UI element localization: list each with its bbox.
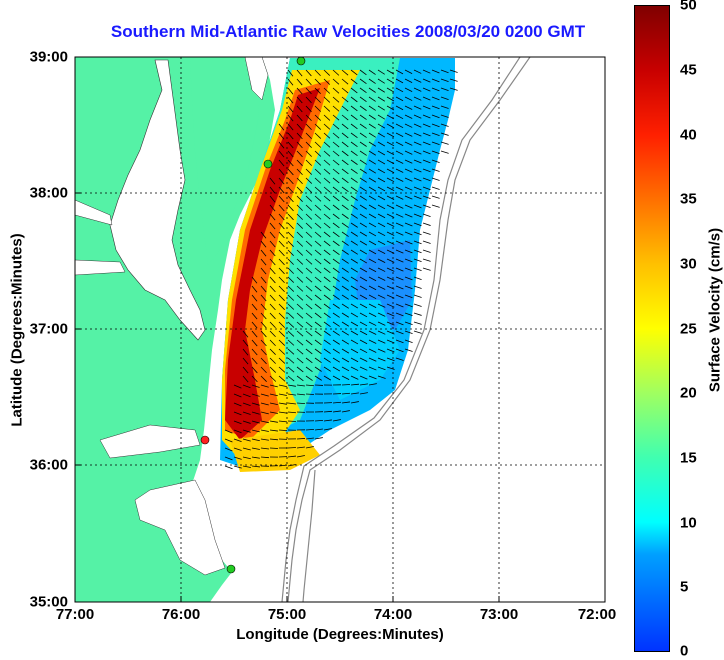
colorbar-tick: 25 xyxy=(680,321,697,338)
chart-title: Southern Mid-Atlantic Raw Velocities 200… xyxy=(58,22,638,42)
y-tick-label: 37:00 xyxy=(30,321,68,338)
y-tick-label: 39:00 xyxy=(30,49,68,66)
velocity-arrow xyxy=(270,448,278,449)
velocity-arrow xyxy=(288,421,296,422)
velocity-arrow xyxy=(423,214,431,217)
colorbar-tick: 0 xyxy=(680,643,688,660)
x-tick-label: 75:00 xyxy=(268,606,306,623)
station-marker xyxy=(264,160,272,168)
colorbar-tick: 15 xyxy=(680,450,697,467)
velocity-arrow xyxy=(423,223,431,226)
colorbar xyxy=(634,5,670,652)
velocity-arrow xyxy=(414,295,422,298)
colorbar-tick: 45 xyxy=(680,62,697,79)
velocity-arrow xyxy=(225,466,233,469)
y-tick-label: 35:00 xyxy=(30,594,68,611)
colorbar-label: Surface Velocity (cm/s) xyxy=(707,228,724,392)
colorbar-tick: 40 xyxy=(680,127,697,144)
station-marker xyxy=(201,436,209,444)
velocity-arrow xyxy=(441,151,449,153)
colorbar-tick: 5 xyxy=(680,579,688,596)
velocity-arrow xyxy=(423,241,431,243)
colorbar-tick: 30 xyxy=(680,256,697,273)
velocity-arrow xyxy=(423,259,431,261)
velocity-arrow xyxy=(432,205,440,207)
colorbar-tick: 20 xyxy=(680,385,697,402)
y-tick-label: 36:00 xyxy=(30,457,68,474)
velocity-arrow xyxy=(414,322,422,324)
velocity-arrow xyxy=(432,187,440,189)
y-axis-label: Latitude (Degrees:Minutes) xyxy=(9,233,26,426)
velocity-arrow xyxy=(306,394,314,395)
velocity-arrow xyxy=(414,331,422,333)
x-tick-label: 72:00 xyxy=(578,606,616,623)
colorbar-tick: 10 xyxy=(680,515,697,532)
x-tick-label: 73:00 xyxy=(480,606,518,623)
velocity-arrow xyxy=(297,438,305,439)
colorbar-tick: 35 xyxy=(680,191,697,208)
velocity-arrow xyxy=(342,384,350,385)
station-marker xyxy=(297,57,305,65)
velocity-arrow xyxy=(441,142,449,144)
velocity-arrow xyxy=(423,268,431,270)
x-axis-label: Longitude (Degrees:Minutes) xyxy=(236,626,444,643)
velocity-arrow xyxy=(423,232,431,235)
velocity-arrow xyxy=(414,313,422,315)
velocity-arrow xyxy=(432,196,440,198)
colorbar-tick: 50 xyxy=(680,0,697,14)
station-marker xyxy=(227,565,235,573)
x-tick-label: 74:00 xyxy=(374,606,412,623)
x-tick-label: 76:00 xyxy=(162,606,200,623)
velocity-arrow xyxy=(414,304,422,306)
velocity-arrow xyxy=(423,250,431,252)
y-tick-label: 38:00 xyxy=(30,185,68,202)
velocity-arrow xyxy=(432,178,440,181)
